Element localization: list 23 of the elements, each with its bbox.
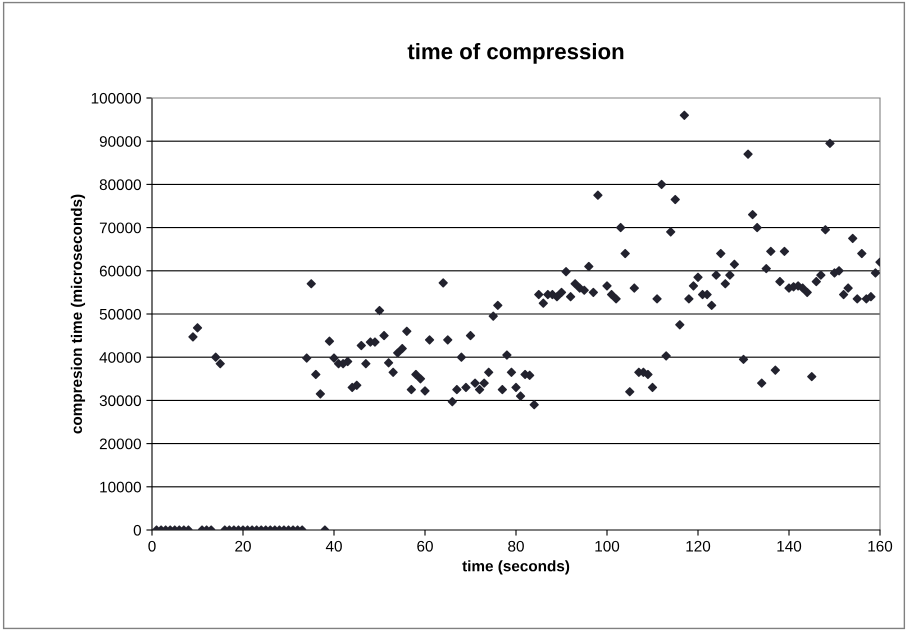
x-tick-label: 80 — [508, 540, 524, 552]
y-tick-label: 0 — [134, 524, 141, 536]
y-tick-label: 80000 — [100, 179, 141, 190]
x-tick-label: 140 — [777, 540, 802, 552]
x-tick-label: 40 — [326, 540, 342, 552]
y-tick-label: 70000 — [100, 222, 141, 234]
x-tick-label: 0 — [148, 540, 156, 552]
x-tick-label: 60 — [417, 540, 433, 552]
y-tick-label: 20000 — [100, 438, 141, 450]
y-tick-label: 10000 — [100, 482, 141, 492]
x-tick-label: 120 — [686, 540, 710, 552]
x-tick-label: 20 — [235, 540, 251, 552]
y-tick-label: 100000 — [92, 92, 141, 104]
x-tick-label: 160 — [868, 540, 892, 552]
y-tick-label: 30000 — [100, 395, 141, 406]
y-axis-title: compresion time (microseconds) — [70, 194, 86, 434]
y-tick-label: 40000 — [99, 352, 141, 363]
y-tick-label: 60000 — [100, 266, 141, 276]
y-tick-label: 50000 — [100, 308, 141, 320]
x-axis-title: time (seconds) — [462, 560, 570, 574]
y-tick-label: 90000 — [100, 136, 141, 147]
x-tick-label: 100 — [595, 540, 620, 552]
chart-title: time of compression — [408, 43, 624, 64]
